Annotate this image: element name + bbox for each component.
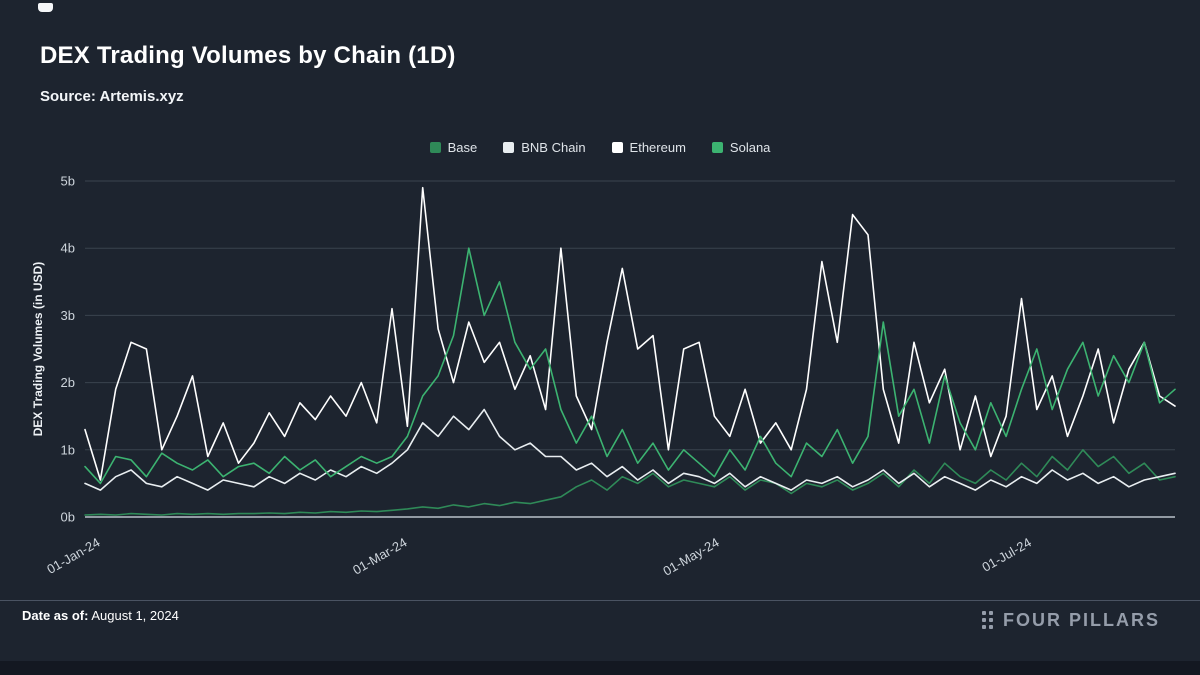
legend-label-base: Base — [447, 140, 478, 155]
svg-text:2b: 2b — [61, 375, 75, 390]
date-as-of-value: August 1, 2024 — [88, 608, 179, 623]
svg-text:1b: 1b — [61, 442, 75, 457]
legend-label-ethereum: Ethereum — [629, 140, 686, 155]
svg-text:01-Jan-24: 01-Jan-24 — [44, 535, 102, 577]
page-title: DEX Trading Volumes by Chain (1D) — [40, 42, 456, 69]
svg-text:0b: 0b — [61, 510, 75, 525]
svg-text:5b: 5b — [61, 174, 75, 189]
bottom-strip — [0, 661, 1200, 675]
chart-legend: Base BNB Chain Ethereum Solana — [0, 140, 1200, 155]
chart-area: 0b 1b 2b 3b 4b 5b 01-Jan-24 01-Mar-24 01-May-24 0… — [30, 170, 1190, 590]
bnb-chain-swatch-icon — [503, 142, 515, 153]
svg-text:3b: 3b — [61, 308, 75, 323]
legend-item-ethereum[interactable]: Ethereum — [611, 140, 686, 155]
brand-lockup: FOUR PILLARS — [982, 610, 1160, 631]
svg-text:01-May-24: 01-May-24 — [660, 535, 721, 579]
four-pillars-dots-icon — [982, 611, 994, 630]
svg-text:01-Mar-24: 01-Mar-24 — [350, 535, 409, 578]
footer-date: Date as of: August 1, 2024 — [22, 608, 179, 623]
legend-label-solana: Solana — [729, 140, 771, 155]
svg-text:DEX Trading Volumes (in USD): DEX Trading Volumes (in USD) — [31, 262, 45, 436]
legend-label-bnb-chain: BNB Chain — [521, 140, 586, 155]
svg-text:4b: 4b — [61, 241, 75, 256]
legend-item-solana[interactable]: Solana — [711, 140, 771, 155]
solana-swatch-icon — [711, 142, 723, 153]
legend-item-base[interactable]: Base — [429, 140, 478, 155]
chart-svg: 0b 1b 2b 3b 4b 5b 01-Jan-24 01-Mar-24 01-May-24 0… — [31, 174, 1176, 579]
footer-divider — [0, 600, 1200, 601]
ethereum-swatch-icon — [611, 142, 623, 153]
date-as-of-label: Date as of: — [22, 608, 89, 623]
source-label: Source: Artemis.xyz — [40, 88, 184, 105]
brand-name: FOUR PILLARS — [1003, 610, 1160, 630]
svg-text:01-Jul-24: 01-Jul-24 — [979, 535, 1033, 575]
legend-item-bnb-chain[interactable]: BNB Chain — [503, 140, 586, 155]
base-swatch-icon — [429, 142, 441, 153]
corner-logo-fragment — [38, 3, 53, 12]
